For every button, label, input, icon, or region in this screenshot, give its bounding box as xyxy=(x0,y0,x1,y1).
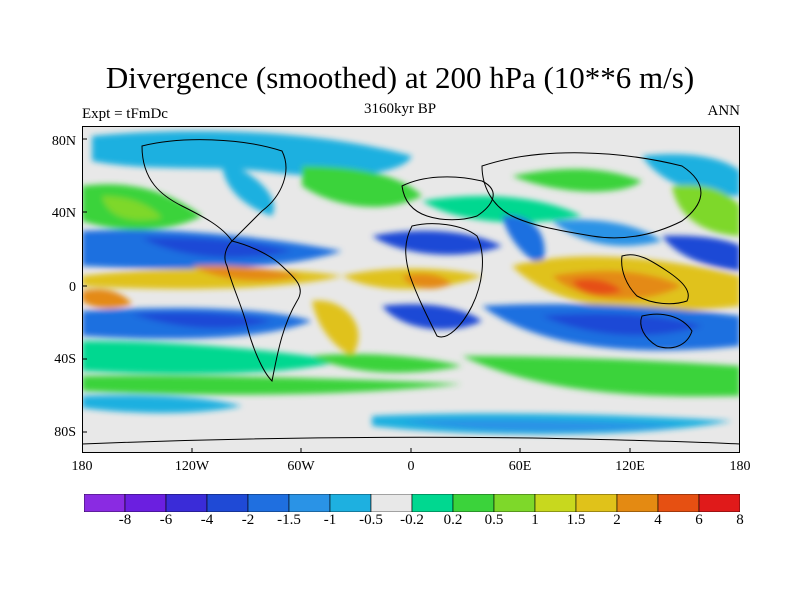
colorbar-label: 4 xyxy=(654,512,662,528)
colorbar-label: -2 xyxy=(241,512,255,528)
colorbar-label: -1 xyxy=(323,512,337,528)
coastlines xyxy=(82,139,740,445)
lon-label-180w: 180 xyxy=(71,459,93,474)
lon-label-60w: 60W xyxy=(287,459,315,474)
experiment-label: Expt = tFmDc xyxy=(82,106,168,122)
colorbar-swatch xyxy=(493,494,536,512)
colorbar-label: 2 xyxy=(613,512,621,528)
colorbar-label: 8 xyxy=(736,512,744,528)
colorbar-label: -0.2 xyxy=(400,512,424,528)
colorbar xyxy=(84,494,740,512)
colorbar-swatch xyxy=(698,494,740,512)
colorbar-label: -6 xyxy=(159,512,173,528)
colorbar-swatch xyxy=(616,494,659,512)
lat-label-80s: 80S xyxy=(54,425,76,440)
colorbar-label: 0.5 xyxy=(484,512,504,528)
colorbar-label: 6 xyxy=(695,512,703,528)
colorbar-swatch xyxy=(329,494,372,512)
colorbar-swatch xyxy=(165,494,208,512)
lon-label-180e: 180 xyxy=(729,459,751,474)
colorbar-label: -0.5 xyxy=(359,512,383,528)
colorbar-label: -8 xyxy=(118,512,132,528)
colorbar-swatch xyxy=(411,494,454,512)
period-label: 3160kyr BP xyxy=(363,101,437,117)
colorbar-swatch xyxy=(370,494,413,512)
lon-label-0: 0 xyxy=(407,459,415,474)
colorbar-swatch xyxy=(206,494,249,512)
divergence-map xyxy=(82,126,740,453)
lat-label-40s: 40S xyxy=(54,352,76,367)
colorbar-label: -1.5 xyxy=(277,512,301,528)
lon-label-120e: 120E xyxy=(615,459,645,474)
lon-label-60e: 60E xyxy=(508,459,532,474)
map-title: Divergence (smoothed) at 200 hPa (10**6 … xyxy=(105,60,695,95)
colorbar-swatch xyxy=(247,494,290,512)
lat-label-40n: 40N xyxy=(51,206,76,221)
colorbar-label: 1 xyxy=(531,512,539,528)
axis-ticks xyxy=(82,138,631,453)
colorbar-label: -4 xyxy=(200,512,214,528)
colorbar-swatch xyxy=(657,494,700,512)
colorbar-swatch xyxy=(124,494,167,512)
lon-label-120w: 120W xyxy=(174,459,210,474)
colorbar-swatch xyxy=(575,494,618,512)
colorbar-swatch xyxy=(84,494,126,512)
contour-fill xyxy=(82,126,740,453)
lat-label-0: 0 xyxy=(69,280,76,295)
colorbar-swatch xyxy=(288,494,331,512)
lat-label-80n: 80N xyxy=(51,134,76,149)
colorbar-swatch xyxy=(452,494,495,512)
colorbar-label: 1.5 xyxy=(566,512,586,528)
colorbar-swatch xyxy=(534,494,577,512)
season-label: ANN xyxy=(707,103,741,119)
colorbar-label: 0.2 xyxy=(443,512,463,528)
